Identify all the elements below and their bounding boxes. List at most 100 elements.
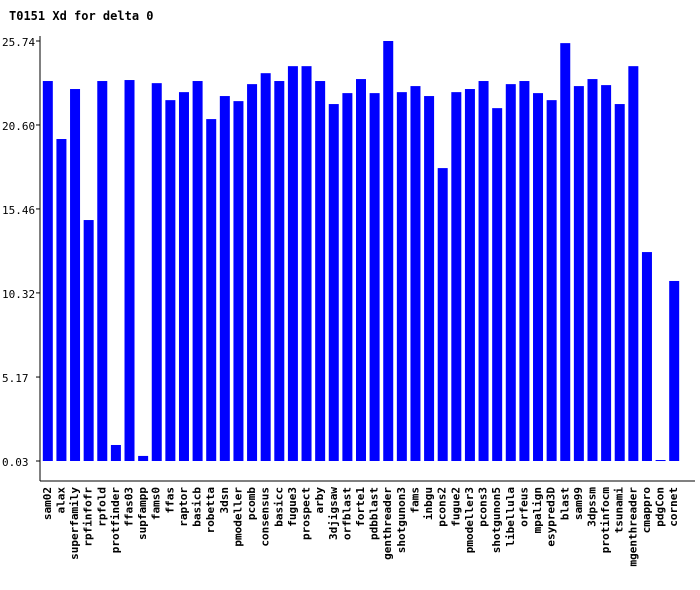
x-tick-label: 3dsn [218,487,231,514]
bar [70,89,81,461]
x-tick-label: libellula [504,487,517,547]
x-tick-label: cmappro [640,487,653,534]
bar [138,455,149,461]
y-tick-label: 15.46 [2,204,35,217]
x-tick-label: sam99 [572,487,585,520]
bar [274,81,285,461]
x-tick-label: shotgunon3 [395,487,408,553]
x-tick-label: pmodeller [231,487,244,547]
bar [369,93,380,461]
bar [451,92,462,461]
x-tick-label: fugue3 [286,487,299,527]
bar [315,81,326,461]
bar [192,81,203,461]
bar [356,79,366,461]
bar [206,119,217,461]
x-tick-label: prospect [300,487,313,540]
y-tick-label: 10.32 [2,288,35,301]
x-tick-label: fams0 [150,487,163,520]
x-tick-label: fams [408,487,421,514]
bar [505,84,516,461]
x-tick-label: superfamily [68,487,81,560]
bar [233,101,244,461]
x-tick-label: cornet [667,487,680,527]
bar [519,81,530,461]
bar [396,92,407,461]
bar [247,84,258,461]
bar [97,81,108,461]
y-tick-label: 0.03 [2,456,29,469]
y-tick-label: 25.74 [2,36,35,49]
x-tick-label: alax [54,487,67,514]
bar [56,139,67,461]
y-tick-label: 5.17 [2,372,29,385]
x-tick-label: basicb [191,487,204,527]
x-tick-label: sam02 [41,487,54,520]
bar [573,86,584,461]
x-tick-label: pmodeller3 [463,487,476,553]
bar [533,93,544,461]
y-tick-label: 20.60 [2,120,35,133]
bar [124,80,135,461]
bar [437,168,448,461]
x-tick-label: pcomb [245,487,258,520]
x-tick-label: mgenthreader [626,487,639,567]
x-tick-label: basicc [272,487,285,527]
x-tick-label: orfeus [517,487,530,527]
bar [669,280,680,461]
x-tick-label: raptor [177,487,190,527]
x-tick-label: fugue2 [449,487,462,527]
bar [287,66,298,461]
bar [219,96,230,462]
bar [546,100,557,461]
bar [178,92,189,461]
x-tick-label: consensus [259,487,272,547]
bar [492,108,503,462]
x-tick-label: mpalign [531,487,544,533]
bar [424,96,435,462]
bar [260,73,271,461]
x-tick-label: pcons3 [477,487,490,527]
bar [560,43,571,461]
bar [42,81,53,461]
chart-title: T0151 Xd for delta 0 [9,9,154,23]
bar [383,41,394,461]
x-tick-label: rpfold [95,487,108,527]
x-tick-label: inbgu [422,487,435,520]
x-tick-label: ffas03 [123,487,136,527]
bar [110,444,121,461]
x-tick-label: ffas [163,487,176,514]
bar [614,104,625,461]
bar [601,85,612,461]
bar [342,93,353,461]
bar [655,460,666,462]
x-tick-label: blast [558,487,571,520]
bar [151,83,162,461]
x-tick-label: orfblast [340,487,353,540]
x-tick-label: 3dpssm [585,487,598,527]
x-tick-label: rpfinfofr [82,487,95,547]
bar [628,66,639,461]
bar [165,100,176,461]
x-tick-label: protfinder [109,487,122,554]
bar [83,220,94,461]
x-tick-label: pdgCon [654,487,667,527]
x-tick-label: protinfocm [599,487,612,554]
x-tick-label: esypred3D [545,487,558,547]
x-tick-label: shotgunon5 [490,487,503,553]
bar [641,252,652,461]
x-tick-label: tsunami [613,487,626,534]
bar [301,66,312,461]
bar [328,104,339,461]
x-tick-label: 3djigsaw [327,487,340,540]
x-tick-label: forte1 [354,487,367,527]
bar [478,81,489,461]
x-tick-label: robetta [204,487,217,533]
x-tick-label: pcons2 [436,487,449,527]
bar [410,86,421,461]
x-tick-label: supfampp [136,487,149,540]
x-tick-label: arby [313,487,326,514]
bar [464,89,475,461]
x-tick-label: genthreader [381,487,394,560]
